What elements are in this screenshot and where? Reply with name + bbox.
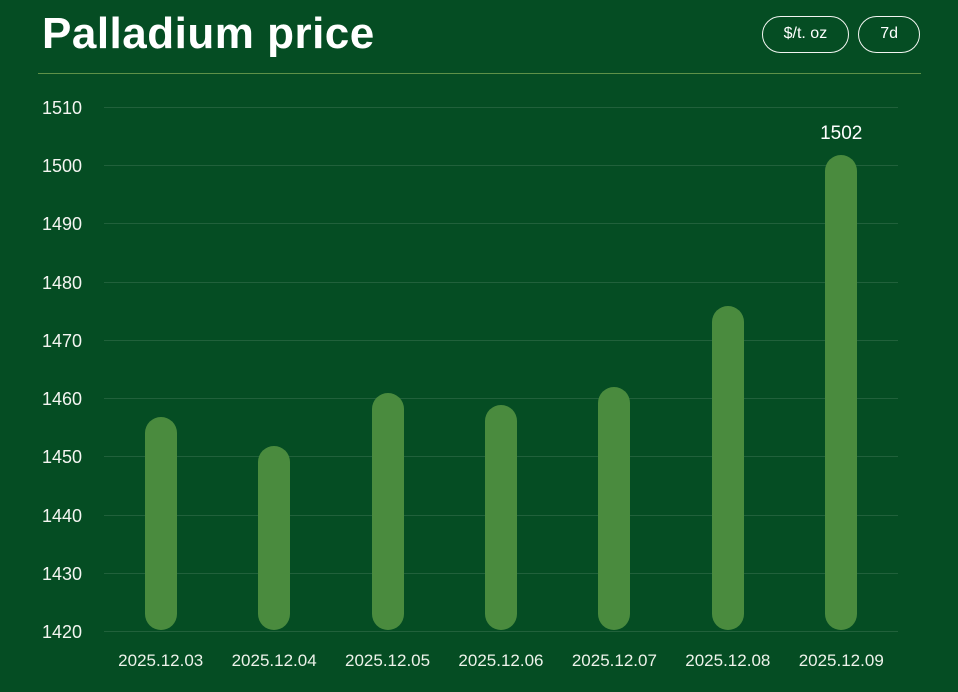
gridline xyxy=(104,281,898,283)
bar-2025.12.03[interactable] xyxy=(144,416,177,630)
y-axis-tick-label: 1480 xyxy=(42,272,83,293)
x-axis-tick-label: 2025.12.06 xyxy=(458,651,544,670)
page-title: Palladium price xyxy=(42,9,375,58)
bar-2025.12.06[interactable] xyxy=(484,404,517,630)
x-axis-tick-label: 2025.12.07 xyxy=(571,651,657,670)
range-button[interactable]: 7d xyxy=(858,15,920,53)
y-axis-tick-label: 1430 xyxy=(42,563,83,584)
gridline xyxy=(104,165,898,167)
y-axis-tick-label: 1440 xyxy=(42,505,83,526)
x-axis-tick-label: 2025.12.09 xyxy=(798,651,884,670)
x-axis: 2025.12.03 2025.12.04 2025.12.05 2025.12.06… xyxy=(104,651,898,671)
bar-2025.12.07[interactable] xyxy=(598,387,631,630)
header-divider xyxy=(38,73,921,74)
y-axis-tick-label: 1470 xyxy=(42,330,83,351)
bar-2025.12.08[interactable] xyxy=(711,305,744,630)
bar-column: 1502 xyxy=(785,108,898,632)
header: Palladium price $/t. oz 7d xyxy=(42,0,920,68)
gridline xyxy=(104,398,898,400)
bar-column xyxy=(331,108,444,632)
bar-column xyxy=(444,108,557,632)
bar-2025.12.05[interactable] xyxy=(371,393,404,630)
y-axis-tick-label: 1460 xyxy=(42,389,83,410)
x-axis-tick-label: 2025.12.05 xyxy=(345,651,431,670)
y-axis-tick-label: 1490 xyxy=(42,214,83,235)
x-axis-tick-label: 2025.12.04 xyxy=(231,651,317,670)
bar-2025.12.09[interactable]: 1502 xyxy=(820,123,862,630)
gridline xyxy=(104,223,898,225)
x-axis-tick-label: 2025.12.03 xyxy=(118,651,204,670)
gridline xyxy=(104,339,898,341)
y-axis-tick-label: 1450 xyxy=(42,447,83,468)
y-axis-tick-label: 1510 xyxy=(42,98,83,118)
y-axis: 1420 1430 1440 1450 1460 1470 1480 1490 1500 1510 xyxy=(42,99,98,641)
bar-value-label: 1502 xyxy=(820,122,863,144)
y-axis-tick-label: 1500 xyxy=(42,156,83,177)
bar-column xyxy=(217,108,330,632)
unit-button[interactable]: $/t. oz xyxy=(761,15,850,53)
x-axis-tick-label: 2025.12.08 xyxy=(685,651,771,670)
gridline xyxy=(104,631,898,632)
bar-column xyxy=(104,108,217,632)
header-controls: $/t. oz 7d xyxy=(761,15,920,53)
y-axis-tick-label: 1420 xyxy=(42,622,83,642)
bar-column xyxy=(558,108,671,632)
gridline xyxy=(104,107,898,108)
bars-layer: 1502 xyxy=(104,108,898,632)
bar-column xyxy=(671,108,784,632)
bar-2025.12.04[interactable] xyxy=(258,445,291,630)
